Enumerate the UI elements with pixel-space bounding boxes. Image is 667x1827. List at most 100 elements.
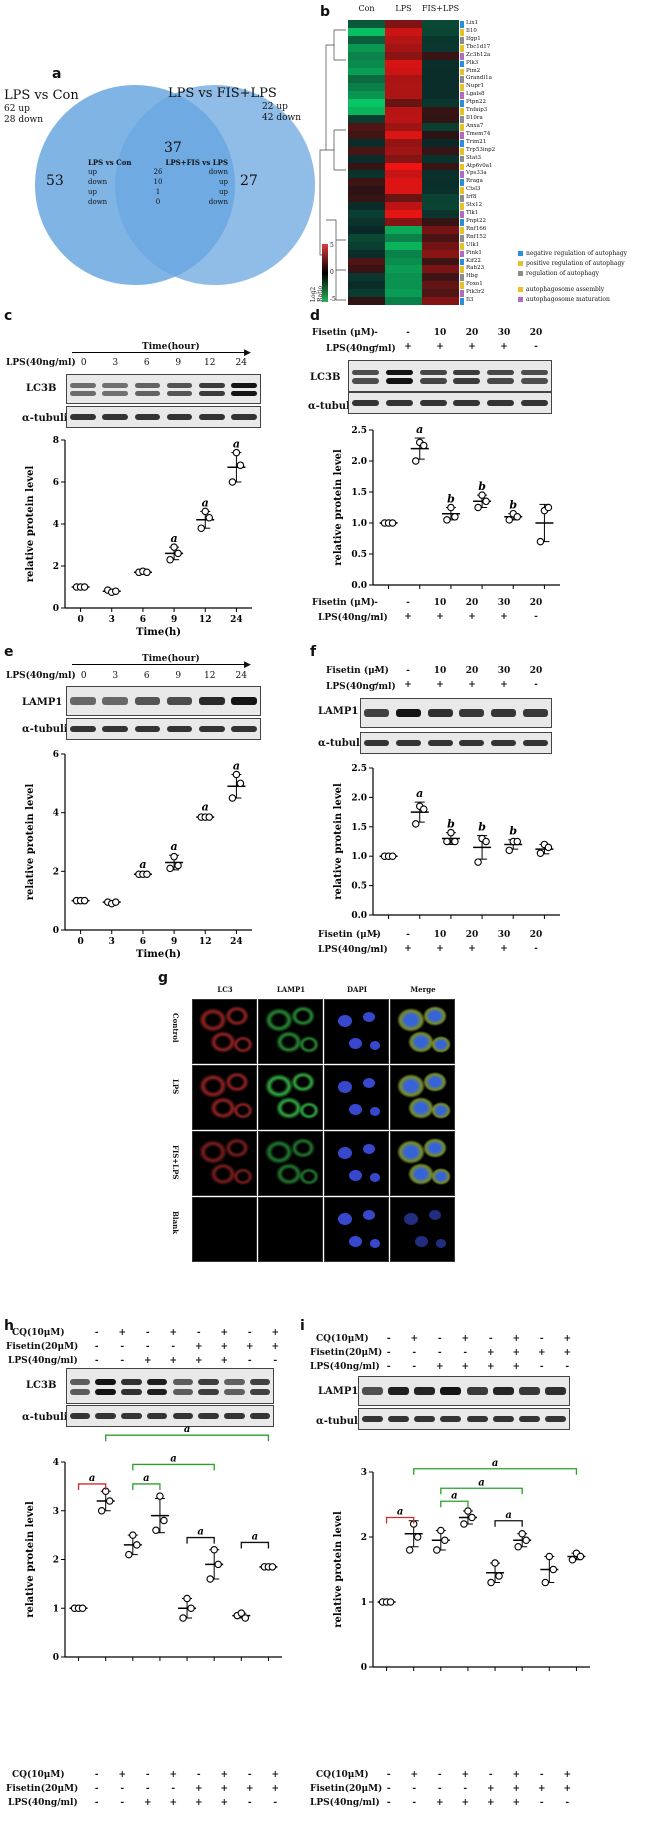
blot-band [146, 1379, 168, 1386]
cell-body [233, 1168, 253, 1185]
panel-label-h: h [4, 1318, 14, 1334]
heatmap-cell [348, 67, 385, 76]
cell-body [423, 1138, 447, 1159]
venn-row-left: down [88, 198, 108, 206]
lane-label: + [461, 1362, 470, 1372]
lane-label: 0 [80, 671, 87, 681]
x-tick-label: 3 [109, 615, 115, 625]
data-point [105, 1497, 114, 1505]
heatmap-gene-label: Vps33a [466, 170, 487, 177]
lane-label: - [196, 1328, 201, 1338]
cell-body [233, 1036, 253, 1053]
venn-right-down: 42 down [262, 113, 301, 123]
heatmap-gene-tag [460, 203, 464, 210]
x-axis-label: Time(h) [136, 949, 181, 960]
cell-body [199, 1074, 227, 1098]
y-tick-label: 6 [53, 750, 59, 760]
lane-label: 10 [433, 598, 447, 608]
lane-label: + [436, 680, 444, 690]
heatmap-cell [348, 289, 385, 298]
heatmap-cell [385, 35, 422, 45]
heatmap-cell [422, 75, 459, 84]
lane-label: - [463, 1348, 468, 1358]
y-tick-label: 3 [53, 1507, 59, 1517]
lane-label: - [374, 342, 378, 352]
venn-table-row: up 26 down [88, 167, 228, 177]
heatmap-cell [385, 130, 422, 140]
venn-row-right: down [208, 168, 228, 176]
i-blot-bottom-label: α-tubulin [316, 1416, 369, 1427]
heatmap-cell [385, 202, 422, 211]
lane-label: + [245, 1342, 254, 1352]
d-fis-label: Fisetin (μM) [312, 328, 375, 338]
h-fis-label-bottom: Fisetin(20μM) [6, 1784, 79, 1794]
data-point [468, 1513, 476, 1522]
e-time-arrow-head: ▶ [244, 660, 251, 670]
lane-label: - [145, 1784, 150, 1794]
data-point [541, 1578, 550, 1587]
d-blot-bottom-label: α-tubulin [308, 401, 361, 412]
comparison-bracket [132, 1483, 161, 1490]
g-micrograph [324, 1065, 389, 1130]
legend-text: autophagosome maturation [526, 296, 610, 303]
lane-label: + [118, 1328, 127, 1338]
lane-label: + [436, 342, 444, 352]
lane-label: 12 [204, 671, 216, 681]
cell-nucleus [338, 1081, 352, 1093]
data-point [388, 519, 397, 527]
lane-label: - [565, 1798, 570, 1808]
data-point [451, 513, 459, 521]
heatmap-gene-label: Il10 [466, 27, 477, 34]
heatmap-gene-tag [460, 171, 464, 179]
heatmap-legend-item: regulation of autophagy [518, 270, 599, 277]
heatmap-cell [385, 233, 422, 243]
heatmap-cell [385, 138, 422, 148]
blot-band [224, 1413, 245, 1419]
heatmap-cell [348, 75, 385, 84]
h-fis-label: Fisetin(20μM) [6, 1342, 79, 1352]
h-blot-top-label: LC3B [26, 1380, 57, 1391]
cell-nucleus [370, 1041, 380, 1050]
heatmap-cell [422, 241, 459, 250]
blot-band [102, 414, 129, 420]
heatmap-cell [348, 194, 385, 203]
blot-band [231, 391, 257, 397]
venn-left-down: 28 down [4, 115, 43, 125]
lane-label: - [406, 930, 410, 940]
lane-label: + [486, 1784, 495, 1794]
lane-label: - [171, 1342, 176, 1352]
cell-body [408, 1163, 434, 1186]
lane-label: + [404, 680, 412, 690]
data-point [505, 516, 514, 524]
significance-label: a [233, 760, 240, 773]
heatmap-column-header: Con [358, 4, 375, 13]
blot-band [249, 1413, 271, 1419]
data-point [478, 491, 486, 499]
data-point [236, 461, 245, 469]
data-point [549, 1565, 558, 1574]
f-lps-label-bottom: LPS(40ng/ml) [318, 945, 388, 955]
lane-label: 10 [433, 666, 447, 676]
cell-body [276, 1031, 302, 1054]
venn-table-row: down 0 down [88, 197, 228, 207]
heatmap-gene-tag [460, 195, 464, 203]
blot-band [198, 1379, 219, 1386]
blot-band [364, 740, 390, 746]
data-point [443, 837, 451, 846]
significance-label: b [478, 480, 486, 493]
cell-body [210, 1163, 236, 1186]
y-tick-label: 2 [53, 1556, 59, 1566]
data-point [166, 555, 174, 564]
lane-label: 30 [497, 930, 511, 940]
heatmap-gene-tag [460, 28, 464, 36]
heatmap-gene-label: Pnpt22 [466, 217, 486, 224]
blot-band [522, 740, 548, 746]
heatmap-cell [348, 99, 385, 108]
lane-label: + [404, 342, 412, 352]
blot-band [231, 726, 257, 732]
y-tick-label: 1 [53, 1604, 59, 1614]
heatmap-gene-tag [460, 187, 464, 195]
heatmap-gene-label: Tbc1d17 [466, 43, 491, 50]
heatmap-cell [385, 51, 422, 60]
